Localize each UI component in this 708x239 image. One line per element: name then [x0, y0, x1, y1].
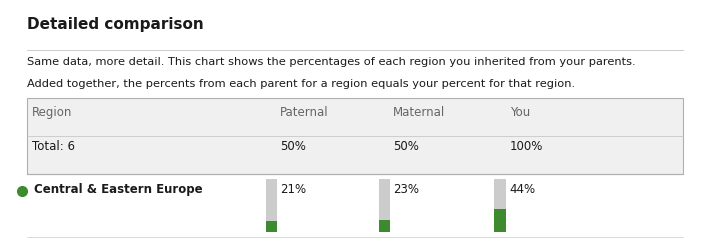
Text: 100%: 100% [510, 140, 543, 153]
Text: 44%: 44% [510, 183, 536, 196]
Text: Paternal: Paternal [280, 106, 329, 119]
Bar [266, 179, 277, 232]
Bar [379, 220, 390, 232]
Text: Same data, more detail. This chart shows the percentages of each region you inhe: Same data, more detail. This chart shows… [27, 57, 636, 67]
Text: Detailed comparison: Detailed comparison [27, 17, 204, 32]
Text: Central & Eastern Europe: Central & Eastern Europe [34, 183, 202, 196]
Bar [494, 179, 506, 232]
Text: Region: Region [32, 106, 72, 119]
Text: 23%: 23% [393, 183, 419, 196]
Text: 50%: 50% [280, 140, 306, 153]
Text: Added together, the percents from each parent for a region equals your percent f: Added together, the percents from each p… [27, 79, 575, 89]
Text: Total: 6: Total: 6 [32, 140, 75, 153]
Bar [266, 221, 277, 232]
Bar [379, 179, 390, 232]
Text: 50%: 50% [393, 140, 419, 153]
Text: You: You [510, 106, 530, 119]
Text: Maternal: Maternal [393, 106, 445, 119]
Text: 21%: 21% [280, 183, 306, 196]
Bar [27, 98, 683, 174]
Bar [494, 209, 506, 232]
